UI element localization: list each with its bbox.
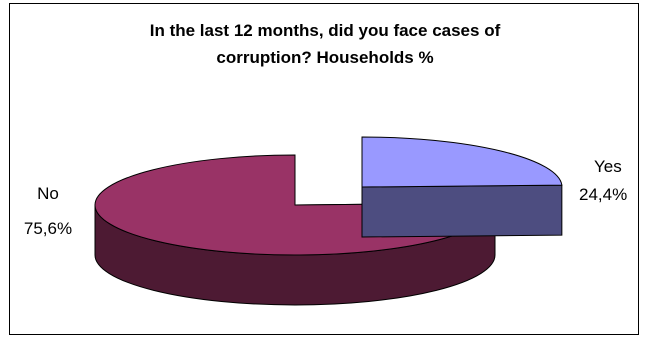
slice-label-no-category: No bbox=[37, 184, 59, 203]
labels-layer: Yes 24,4% No 75,6% bbox=[24, 157, 627, 238]
chart-title-line-2: corruption? Households % bbox=[216, 48, 434, 67]
chart-title-line-1: In the last 12 months, did you face case… bbox=[149, 21, 501, 40]
slice-label-no-value: 75,6% bbox=[24, 219, 72, 238]
slices-layer bbox=[94, 136, 563, 306]
chart-title: In the last 12 months, did you face case… bbox=[60, 17, 590, 71]
slice-label-yes-value: 24,4% bbox=[579, 185, 627, 204]
slice-yes-wall-end bbox=[361, 184, 563, 238]
slice-yes bbox=[361, 136, 563, 238]
slice-label-yes-category: Yes bbox=[594, 157, 622, 176]
slice-yes-top bbox=[361, 136, 563, 188]
